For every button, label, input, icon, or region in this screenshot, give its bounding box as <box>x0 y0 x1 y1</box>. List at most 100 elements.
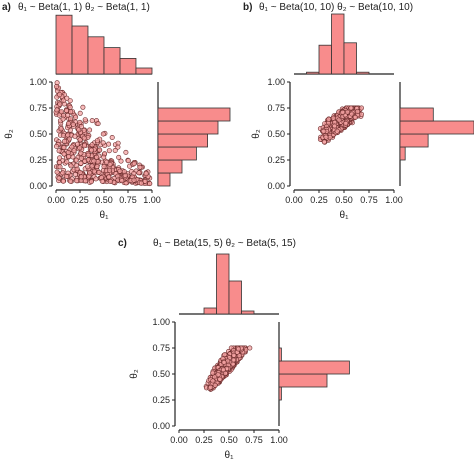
panel-c-marginal-y <box>278 322 350 426</box>
data-point <box>85 164 91 170</box>
y-tick-label: 1.00 <box>29 77 47 87</box>
y-tick-label: 0.25 <box>29 155 47 165</box>
data-point <box>56 148 62 154</box>
panel-c-ylabel: θ₂ <box>129 369 140 379</box>
marginal-y-bar <box>157 133 208 148</box>
y-tick-label: 0.50 <box>267 129 285 139</box>
y-tick-label: 0.00 <box>152 421 170 431</box>
marginal-x-bar <box>343 42 357 75</box>
y-tick-label: 0.25 <box>152 395 170 405</box>
panel-c: c) θ₁ ~ Beta(15, 5) θ₂ ~ Beta(5, 15) 0.0… <box>118 238 350 461</box>
marginal-x-bar <box>71 25 89 75</box>
x-tick-label: 0.75 <box>245 435 263 445</box>
panel-a-points <box>53 80 153 187</box>
data-point <box>57 160 63 166</box>
y-tick-label: 0.50 <box>152 369 170 379</box>
data-point <box>68 163 74 169</box>
data-point <box>231 352 237 358</box>
data-point <box>88 179 94 185</box>
x-tick-label: 0.50 <box>335 195 353 205</box>
data-point <box>215 372 221 378</box>
data-point <box>72 133 78 139</box>
data-point <box>221 359 227 365</box>
marginal-x-bar <box>135 67 153 75</box>
data-point <box>109 135 115 141</box>
data-point <box>349 111 355 117</box>
data-point <box>67 98 73 104</box>
data-point <box>138 180 144 186</box>
data-point <box>61 151 67 157</box>
data-point <box>330 115 336 121</box>
marginal-x-bar <box>241 310 255 315</box>
x-tick-label: 0.50 <box>95 195 113 205</box>
data-point <box>53 143 59 149</box>
data-point <box>73 162 79 168</box>
marginal-y-bar <box>278 360 350 375</box>
panel-b-marginal-y <box>399 82 474 186</box>
panel-a-ylabel: θ₂ <box>4 129 15 139</box>
data-point <box>107 179 113 185</box>
data-point <box>231 357 237 363</box>
x-tick-label: 1.00 <box>385 195 403 205</box>
data-point <box>222 370 228 376</box>
marginal-x-bar <box>228 280 242 315</box>
data-point <box>64 95 70 101</box>
panel-a-marginal-y <box>157 82 231 187</box>
data-point <box>344 109 350 115</box>
data-point <box>67 104 73 110</box>
marginal-y-bar <box>157 120 219 135</box>
data-point <box>70 121 76 127</box>
y-tick-label: 0.25 <box>267 155 285 165</box>
marginal-y-bar <box>157 146 197 161</box>
data-point <box>81 143 87 149</box>
panel-c-axes: 0.00 0.25 0.50 0.75 1.00 0.00 0.25 0.50 0.75 1.00 <box>152 317 287 445</box>
data-point <box>147 181 153 187</box>
data-point <box>115 144 121 150</box>
marginal-y-bar <box>157 172 171 187</box>
y-tick-label: 0.75 <box>267 103 285 113</box>
panel-a-label: a) <box>2 2 11 13</box>
marginal-x-bar <box>306 71 320 75</box>
data-point <box>95 159 101 165</box>
data-point <box>62 138 68 144</box>
data-point <box>137 164 143 170</box>
panel-a-title: θ₁ ~ Beta(1, 1) θ₂ ~ Beta(1, 1) <box>18 2 150 13</box>
data-point <box>57 164 63 170</box>
data-point <box>77 119 83 125</box>
data-point <box>58 109 64 115</box>
data-point <box>94 164 100 170</box>
data-point <box>212 382 218 388</box>
data-point <box>334 128 340 134</box>
data-point <box>106 167 112 173</box>
data-point <box>94 154 100 160</box>
data-point <box>101 154 107 160</box>
x-tick-label: 0.50 <box>220 435 238 445</box>
marginal-x-bar <box>216 253 230 315</box>
data-point <box>66 121 72 127</box>
data-point <box>57 155 63 161</box>
panel-a-marginal-x <box>55 14 153 75</box>
data-point <box>118 158 124 164</box>
data-point <box>116 154 122 160</box>
data-point <box>78 124 84 130</box>
marginal-y-bar <box>157 107 231 122</box>
data-point <box>123 149 129 155</box>
data-point <box>97 147 103 153</box>
data-point <box>78 174 84 180</box>
data-point <box>76 127 82 133</box>
data-point <box>340 109 346 115</box>
data-point <box>57 101 63 107</box>
data-point <box>60 132 66 138</box>
y-tick-label: 1.00 <box>267 77 285 87</box>
data-point <box>100 131 106 137</box>
data-point <box>122 172 128 178</box>
x-tick-label: 0.75 <box>360 195 378 205</box>
x-tick-label: 0.25 <box>71 195 89 205</box>
y-tick-label: 0.75 <box>152 343 170 353</box>
data-point <box>117 168 123 174</box>
data-point <box>71 148 77 154</box>
marginal-y-bar <box>278 373 328 388</box>
data-point <box>125 158 131 164</box>
y-tick-label: 1.00 <box>152 317 170 327</box>
